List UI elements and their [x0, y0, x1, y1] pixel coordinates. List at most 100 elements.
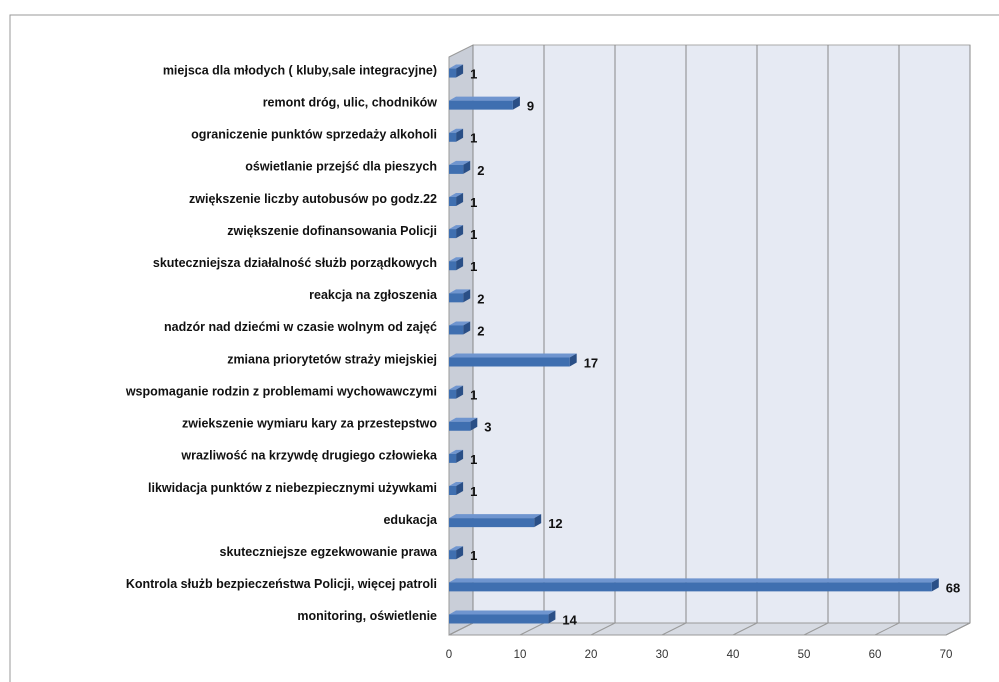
value-label: 17 [584, 355, 598, 370]
bar-face [569, 353, 577, 367]
bar-face [463, 160, 471, 174]
bar-face [449, 453, 457, 463]
bar-face [449, 550, 457, 560]
bar-face [512, 96, 520, 110]
bar-face [449, 257, 464, 262]
bar-face [449, 321, 471, 326]
x-tick-label: 0 [446, 649, 452, 661]
bar-face [449, 325, 464, 335]
y-tick-label: edukacja [383, 513, 438, 527]
value-label: 2 [477, 323, 484, 338]
bar-face [449, 546, 464, 551]
bar-face [449, 261, 457, 271]
bar-face [463, 289, 471, 303]
value-label: 1 [470, 227, 477, 242]
value-label: 1 [470, 484, 477, 499]
bar-face [456, 257, 464, 271]
bar [449, 449, 464, 463]
bar-face [456, 482, 464, 495]
y-tick-label: wrazliwość na krzywdę drugiego człowieka [180, 449, 438, 463]
bar-face [449, 610, 556, 615]
y-tick-label: zwiększenie liczby autobusów po godz.22 [189, 192, 437, 206]
bar-face [449, 357, 570, 367]
bar [449, 482, 464, 495]
bar-face [463, 321, 471, 335]
bar-face [456, 385, 464, 399]
value-label: 2 [477, 163, 484, 178]
y-tick-label: zwiększenie dofinansowania Policji [227, 224, 437, 238]
y-tick-label: miejsca dla młodych ( kluby,sale integra… [163, 63, 437, 77]
y-tick-label: skuteczniejsza działalność służb porządk… [153, 256, 437, 270]
value-label: 14 [562, 612, 577, 627]
tick-mark [803, 622, 829, 636]
bar-face [470, 417, 478, 431]
bar-face [449, 417, 478, 422]
tick-mark [519, 622, 545, 636]
tick-mark [590, 622, 616, 636]
value-label: 2 [477, 291, 484, 306]
bar [449, 64, 464, 78]
y-tick-label: zmiana priorytetów straży miejskiej [227, 352, 437, 366]
bar-face [449, 100, 513, 110]
value-label: 1 [470, 131, 477, 146]
y-tick-label: wspomaganie rodzin z problemami wychowaw… [125, 384, 437, 398]
bar-face [449, 289, 471, 294]
tick-mark [874, 622, 900, 636]
x-tick-label: 10 [514, 649, 527, 661]
tick-mark [732, 622, 758, 636]
y-tick-label: monitoring, oświetlenie [297, 609, 437, 623]
bar [449, 353, 577, 367]
tick-mark [945, 622, 971, 636]
bar-face [456, 449, 464, 463]
bar-face [449, 518, 535, 528]
bar [449, 514, 542, 528]
bar [449, 289, 471, 303]
bar-face [449, 449, 464, 454]
bar-face [456, 64, 464, 78]
bar [449, 160, 471, 174]
bar-face [449, 225, 464, 230]
value-label: 1 [470, 195, 477, 210]
bar [449, 193, 464, 206]
bar [449, 578, 939, 592]
bar-face [449, 578, 939, 583]
bar-face [449, 164, 464, 174]
bar [449, 257, 464, 271]
bar [449, 417, 478, 431]
frame [9, 14, 999, 682]
bar-face [449, 96, 520, 101]
bar-face [449, 197, 457, 206]
bar-face [534, 514, 542, 528]
bar [449, 321, 471, 335]
y-tick-label: ograniczenie punktów sprzedaży alkoholi [191, 128, 437, 142]
bar [449, 546, 464, 560]
bar-face [931, 578, 939, 592]
bar-face [456, 546, 464, 560]
x-tick-label: 20 [585, 649, 598, 661]
tick-mark [661, 622, 687, 636]
value-label: 3 [484, 420, 491, 435]
bar-face [449, 385, 464, 390]
x-tick-label: 40 [727, 649, 740, 661]
y-tick-label: nadzór nad dziećmi w czasie wolnym od za… [164, 320, 437, 334]
bar-face [449, 582, 932, 592]
bar-face [548, 610, 556, 624]
bar-face [456, 193, 464, 206]
value-label: 12 [548, 516, 562, 531]
x-tick-label: 60 [869, 649, 882, 661]
floor [448, 622, 971, 636]
back-wall [472, 44, 971, 624]
tick-mark [448, 622, 474, 636]
bar [449, 610, 556, 624]
bar-face [449, 614, 549, 624]
bar-face [449, 421, 471, 431]
bar-face [449, 486, 457, 495]
y-tick-label: oświetlanie przejść dla pieszych [245, 160, 437, 174]
bar-face [449, 64, 464, 69]
bar-face [449, 293, 464, 303]
x-tick-label: 50 [798, 649, 811, 661]
y-tick-label: reakcja na zgłoszenia [309, 288, 438, 302]
bar-face [449, 193, 464, 197]
y-tick-label: skuteczniejsze egzekwowanie prawa [220, 545, 438, 559]
